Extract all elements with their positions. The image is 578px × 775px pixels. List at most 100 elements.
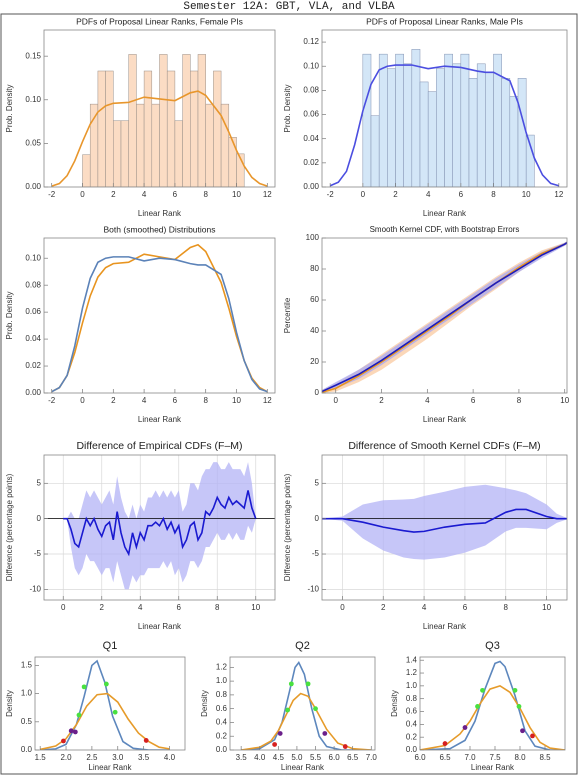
x-tick-label: 5.5: [310, 753, 322, 762]
chart-title: Q1: [103, 640, 118, 652]
x-axis-label: Linear Rank: [138, 209, 182, 218]
x-tick-label: 5.0: [291, 753, 303, 762]
x-tick-label: 4: [425, 396, 430, 405]
point: [512, 687, 518, 693]
y-tick-label: 5: [37, 478, 42, 487]
plot-area: [420, 660, 565, 750]
plot-frame: [34, 656, 186, 751]
x-tick-label: 3.0: [112, 753, 124, 762]
bar: [174, 120, 183, 187]
plot-frame: [43, 29, 276, 188]
y-tick-label: 0.08: [25, 280, 41, 289]
y-tick-label: 0.2: [216, 731, 228, 740]
point: [143, 738, 149, 743]
x-axis-label: Linear Rank: [471, 763, 515, 772]
bar: [159, 54, 168, 187]
bar: [468, 78, 478, 187]
x-tick-label: 12: [263, 190, 272, 199]
point: [112, 709, 118, 715]
x-tick-label: 0: [334, 396, 339, 405]
x-tick-label: 8: [504, 603, 509, 612]
y-tick-label: 0.00: [25, 388, 41, 397]
line: [241, 660, 372, 750]
bar: [362, 53, 372, 187]
x-tick-label: 2.5: [86, 753, 98, 762]
point: [442, 741, 448, 746]
y-tick-label: 0.6: [216, 704, 228, 713]
bar: [509, 96, 519, 187]
plot-frame: [229, 656, 376, 751]
x-tick-label: 8: [215, 603, 220, 612]
x-axis-label: Linear Rank: [423, 209, 467, 218]
bar: [205, 103, 214, 187]
x-tick-label: 6: [177, 603, 182, 612]
x-tick-label: 10: [560, 396, 569, 405]
plot-frame: [419, 656, 566, 751]
y-tick-label: 0.08: [303, 85, 319, 94]
x-tick-label: 12: [554, 190, 563, 199]
y-tick-label: 1.4: [406, 655, 418, 664]
line: [420, 660, 565, 750]
line: [40, 692, 170, 750]
plot-area: [51, 54, 268, 187]
chart-title: Q2: [295, 640, 310, 652]
x-tick-label: 0: [80, 190, 85, 199]
chart: Difference of Smooth Kernel CDFs (F–M) Li…: [283, 440, 568, 631]
chart-title: Difference of Empirical CDFs (F–M): [76, 440, 242, 452]
x-tick-label: 3.5: [236, 753, 248, 762]
y-tick-label: 0.04: [303, 134, 319, 143]
plot-area: [51, 243, 268, 393]
x-tick-label: 8: [203, 190, 208, 199]
line: [241, 692, 372, 750]
bar: [143, 70, 153, 187]
point: [285, 707, 291, 713]
bar: [525, 134, 535, 187]
bar: [436, 68, 445, 187]
line: [322, 241, 567, 393]
x-tick-label: 8.0: [514, 753, 526, 762]
x-tick-label: 4: [142, 190, 147, 199]
x-tick-label: 0: [80, 396, 85, 405]
plot-frame: [321, 29, 568, 188]
point: [530, 733, 535, 739]
chart: Difference of Empirical CDFs (F–M) Linear…: [5, 440, 276, 631]
y-axis-label: Density: [390, 690, 399, 717]
chart-title: Smooth Kernel CDF, with Bootstrap Errors: [370, 225, 520, 234]
x-axis-label: Linear Rank: [88, 763, 132, 772]
point: [305, 681, 311, 687]
x-tick-label: 4: [422, 603, 427, 612]
bar: [82, 154, 91, 187]
y-tick-label: -10: [307, 584, 319, 593]
bar: [444, 53, 453, 187]
x-axis-label: Linear Rank: [281, 763, 325, 772]
x-tick-label: 4: [138, 603, 143, 612]
x-tick-label: 2: [111, 396, 116, 405]
chart-title: PDFs of Proposal Linear Ranks, Male PIs: [366, 16, 523, 26]
x-tick-label: 6.0: [414, 753, 426, 762]
x-axis-label: Linear Rank: [138, 622, 182, 631]
chart: Q3 Linear Rank Density 6.0 6.5 7.0 7.5 8.0 8.5 0.…: [390, 640, 566, 772]
y-tick-label: 0.02: [25, 361, 41, 370]
y-tick-label: 0.4: [406, 719, 418, 728]
line: [51, 256, 268, 393]
bar: [128, 54, 137, 187]
y-tick-label: 0.15: [25, 51, 41, 60]
y-tick-label: 1.5: [21, 661, 33, 670]
x-tick-label: 10: [251, 603, 260, 612]
plot-frame: [43, 237, 276, 394]
bar: [452, 63, 462, 187]
y-tick-label: 0.00: [303, 182, 319, 191]
y-axis-label: Difference (percentage points): [283, 473, 292, 581]
y-tick-label: 0.0: [21, 745, 33, 754]
y-tick-label: 0.0: [406, 745, 418, 754]
y-tick-label: 1.0: [216, 676, 228, 685]
y-axis-label: Prob. Density: [5, 84, 14, 132]
line: [329, 64, 560, 187]
bar: [411, 49, 421, 187]
point: [76, 712, 82, 718]
y-tick-label: 1.2: [406, 668, 418, 677]
plot-area: [44, 455, 275, 600]
plot-frame: [43, 454, 276, 601]
chart: PDFs of Proposal Linear Ranks, Male PIs L…: [283, 16, 568, 218]
y-axis-label: Percentile: [283, 297, 292, 333]
